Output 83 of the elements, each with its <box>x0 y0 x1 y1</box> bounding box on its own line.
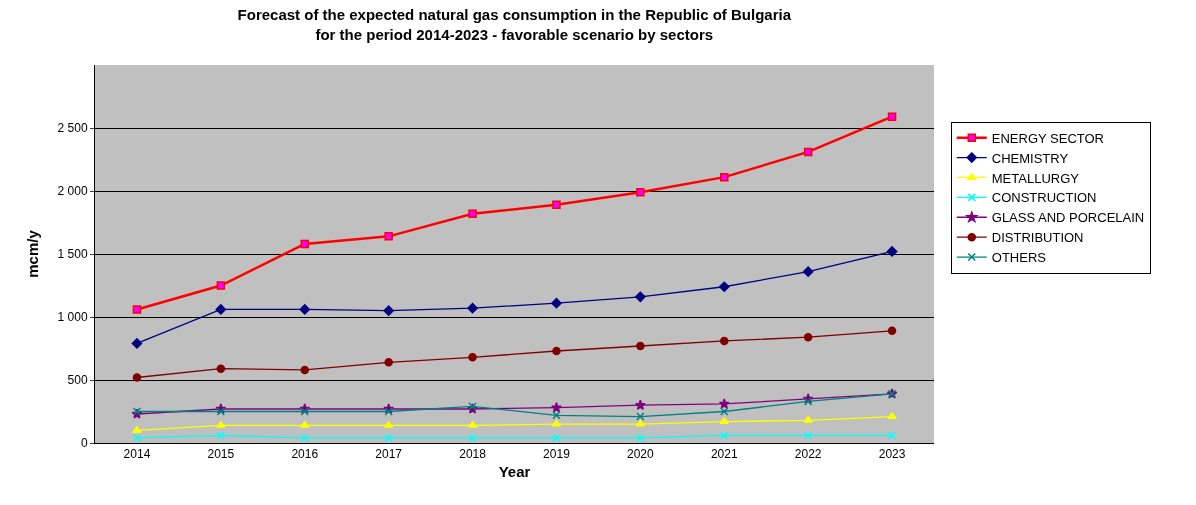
legend-label: CONSTRUCTION <box>991 190 1097 206</box>
point <box>636 433 645 443</box>
point <box>552 433 561 443</box>
x-tick-label: 2021 <box>710 447 738 462</box>
point <box>467 302 478 314</box>
point <box>384 358 393 367</box>
x-tick-label: 2019 <box>543 447 571 462</box>
point <box>720 336 729 346</box>
x-tick-label: 2014 <box>123 447 151 462</box>
point <box>132 433 142 443</box>
y-axis-title: mcm/y <box>23 229 41 278</box>
x-axis-title: Year <box>498 463 531 481</box>
x-tick-label: 2016 <box>291 447 319 462</box>
point <box>887 431 897 440</box>
x-tick-label: 2020 <box>627 447 655 462</box>
point <box>635 291 646 303</box>
point <box>634 399 646 410</box>
y-tick-label: 1 500 <box>57 247 88 262</box>
y-tick-label: 1 000 <box>57 310 88 325</box>
point <box>468 433 477 443</box>
point <box>720 431 729 440</box>
point <box>552 200 561 210</box>
point <box>719 417 730 425</box>
point <box>215 304 227 315</box>
point <box>300 365 309 375</box>
legend-label: OTHERS <box>991 250 1047 266</box>
legend-label: CHEMISTRY <box>991 150 1069 166</box>
point <box>468 209 477 218</box>
point <box>636 188 645 197</box>
point <box>551 297 562 309</box>
point <box>384 407 393 416</box>
point <box>216 364 226 373</box>
point <box>384 433 393 443</box>
legend-label: DISTRIBUTION <box>991 230 1084 246</box>
point <box>720 172 729 182</box>
point <box>551 419 562 427</box>
point <box>720 407 729 416</box>
y-tick-label: 2 500 <box>57 121 88 136</box>
point <box>803 431 813 440</box>
legend-label: ENERGY SECTOR <box>991 130 1104 146</box>
point <box>384 232 393 241</box>
point <box>300 239 309 249</box>
point <box>216 407 226 416</box>
x-tick-label: 2022 <box>794 447 822 462</box>
point <box>132 305 142 314</box>
point <box>299 304 311 315</box>
point <box>383 305 394 316</box>
y-tick-label: 500 <box>67 373 88 388</box>
x-tick-label: 2023 <box>878 447 906 462</box>
x-tick-label: 2015 <box>207 447 235 462</box>
point <box>636 341 645 351</box>
point <box>300 407 309 416</box>
chart-title: Forecast of the expected natural gas consumption in the Republic of Bulgaria for the period 2014-2023 - favorable scenario by sectors <box>237 6 792 43</box>
point <box>803 397 813 406</box>
point <box>552 411 561 420</box>
point <box>216 281 226 290</box>
point <box>635 419 646 427</box>
point <box>803 416 813 423</box>
point <box>718 281 730 293</box>
point <box>216 421 226 428</box>
point <box>132 426 142 433</box>
point <box>803 332 813 342</box>
point <box>887 112 897 121</box>
y-tick-label: 2 000 <box>57 184 88 199</box>
legend-label: METALLURGY <box>991 170 1080 186</box>
point <box>887 326 897 336</box>
point <box>131 338 143 349</box>
point <box>803 147 813 157</box>
point <box>886 246 898 257</box>
x-tick-label: 2018 <box>459 447 487 462</box>
point <box>887 412 897 420</box>
x-tick-label: 2017 <box>375 447 403 462</box>
point <box>552 346 561 356</box>
point <box>718 398 730 409</box>
point <box>468 353 477 362</box>
y-tick-label: 0 <box>80 436 88 451</box>
point <box>132 373 142 382</box>
point <box>636 412 645 421</box>
legend-label: GLASS AND PORCELAIN <box>991 210 1145 226</box>
point <box>551 402 562 413</box>
point <box>802 266 814 277</box>
point <box>300 433 309 443</box>
point <box>216 431 226 440</box>
